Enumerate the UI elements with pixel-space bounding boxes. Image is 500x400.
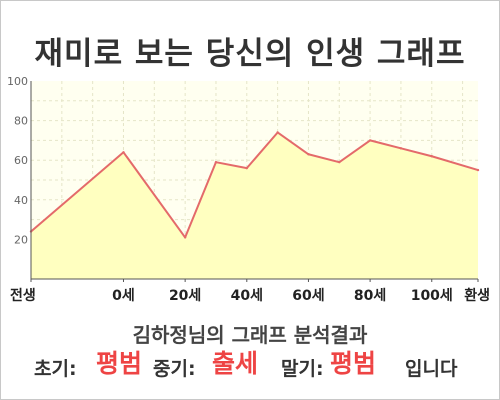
area-fill [31, 132, 478, 279]
x-tick-label: 60세 [292, 288, 324, 304]
y-tick-label: 20 [14, 233, 28, 246]
life-series-line [30, 131, 479, 239]
x-tick-label: 20세 [169, 288, 201, 304]
analysis-heading: 김하정님의 그래프 분석결과 [132, 323, 368, 347]
data-point [276, 131, 279, 134]
y-tick-label: 80 [14, 115, 28, 128]
middle-label: 중기: [153, 358, 196, 380]
data-point [183, 236, 187, 239]
early-label: 초기: [34, 358, 77, 380]
data-point [122, 151, 125, 154]
data-point [368, 139, 372, 142]
data-point [338, 160, 341, 164]
y-tick-label: 60 [14, 154, 28, 167]
data-point [307, 153, 310, 156]
late-label: 말기: [281, 358, 324, 380]
verdict-tail: 입니다 [405, 358, 458, 380]
page-title: 재미로 보는 당신의 인생 그래프 [34, 36, 466, 72]
late-value: 평범 [330, 349, 377, 378]
x-tick-label: 환생 [464, 287, 490, 304]
y-tick-label: 40 [14, 194, 28, 207]
data-point [399, 147, 403, 150]
data-point [214, 160, 218, 164]
x-tick-label: 전생 [10, 287, 36, 304]
data-point [245, 166, 248, 170]
x-tick-label: 80세 [354, 288, 386, 304]
x-tick-label: 40세 [231, 288, 263, 304]
data-point [476, 168, 480, 172]
data-point [430, 155, 433, 158]
y-tick-label: 100 [7, 75, 28, 88]
middle-value: 출세 [212, 349, 259, 378]
x-tick-label: 0세 [112, 288, 135, 304]
early-value: 평범 [96, 349, 143, 378]
x-tick-label: 100세 [411, 288, 453, 304]
